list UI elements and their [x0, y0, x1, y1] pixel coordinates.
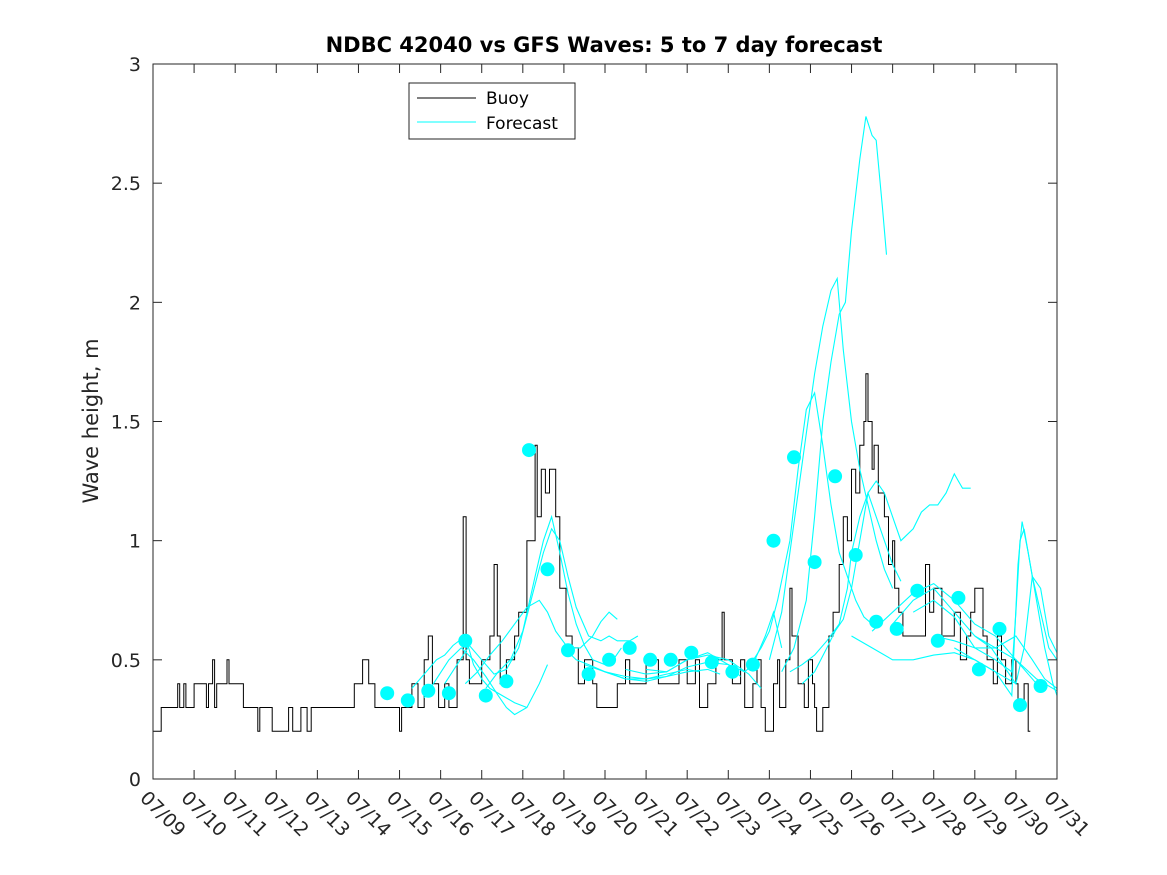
forecast-marker-2: [421, 683, 436, 698]
forecast-marker-27: [930, 633, 945, 648]
forecast-line-1: [423, 647, 549, 716]
forecast-marker-6: [499, 674, 514, 689]
chart-title: NDBC 42040 vs GFS Waves: 5 to 7 day fore…: [326, 33, 883, 57]
y-tick-label: 0: [129, 769, 141, 791]
forecast-marker-22: [828, 469, 843, 484]
y-tick-label: 1: [129, 531, 141, 553]
forecast-marker-1: [400, 693, 415, 708]
forecast-line-4: [485, 514, 622, 689]
forecast-marker-18: [745, 657, 760, 672]
forecast-marker-17: [725, 664, 740, 679]
forecast-line-18: [912, 599, 1058, 689]
forecast-line-20: [954, 521, 1058, 698]
forecast-marker-29: [971, 662, 986, 677]
forecast-marker-11: [602, 652, 617, 667]
legend: Buoy Forecast: [408, 82, 576, 140]
forecast-marker-5: [478, 688, 493, 703]
forecast-line-11: [768, 276, 894, 660]
forecast-marker-24: [869, 614, 884, 629]
data-layer: [153, 116, 1058, 732]
forecast-marker-25: [889, 621, 904, 636]
y-axis-label: Wave height, m: [79, 338, 103, 503]
legend-buoy-label: Buoy: [486, 89, 529, 109]
forecast-marker-10: [581, 667, 596, 682]
forecast-line-0: [411, 635, 528, 709]
forecast-marker-21: [807, 555, 822, 570]
forecast-line-2: [444, 527, 639, 684]
forecast-marker-3: [441, 686, 456, 701]
forecast-marker-16: [704, 655, 719, 670]
forecast-marker-26: [910, 583, 925, 598]
forecast-line-7: [604, 661, 741, 680]
forecast-line-12: [781, 116, 888, 673]
forecast-marker-32: [1033, 679, 1048, 693]
legend-forecast-label: Forecast: [486, 114, 558, 134]
forecast-marker-12: [622, 640, 637, 655]
forecast-marker-30: [992, 621, 1007, 636]
forecast-marker-15: [684, 645, 699, 660]
y-tick-label: 3: [129, 54, 141, 76]
forecast-line-10: [748, 391, 873, 668]
forecast-line-21: [974, 574, 1058, 686]
forecast-line-3: [464, 599, 618, 685]
forecast-marker-13: [643, 652, 658, 667]
forecast-marker-0: [380, 686, 395, 701]
forecast-marker-14: [663, 652, 678, 667]
forecast-marker-8: [540, 562, 555, 577]
y-tick-label: 0.5: [111, 650, 141, 672]
plot-area: 07/0907/1007/1107/1207/1307/1407/1507/16…: [111, 54, 1094, 841]
forecast-line-14: [801, 472, 971, 685]
y-tick-label: 2: [129, 292, 141, 314]
forecast-marker-23: [848, 548, 863, 562]
forecast-marker-4: [458, 633, 473, 648]
legend-box: [408, 82, 576, 140]
forecast-marker-9: [561, 643, 575, 658]
forecast-marker-31: [1013, 698, 1027, 713]
forecast-marker-19: [766, 533, 781, 548]
y-tick-label: 2.5: [111, 173, 141, 195]
y-tick-label: 1.5: [111, 412, 141, 434]
forecast-marker-20: [787, 450, 801, 465]
forecast-marker-7: [522, 443, 536, 458]
forecast-marker-28: [951, 590, 966, 605]
